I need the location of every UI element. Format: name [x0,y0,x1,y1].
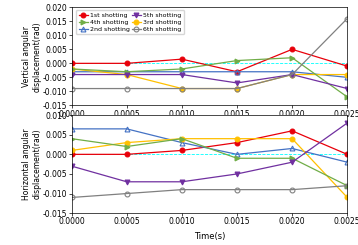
Legend: 1st shotting, 4th shotting, 2nd shotting, 5th shotting, 3rd shotting, 6th shotti: 1st shotting, 4th shotting, 2nd shotting… [76,10,184,35]
Y-axis label: Vertical angular
displacement(rad): Vertical angular displacement(rad) [22,21,42,92]
Y-axis label: Horizontal angular
displacement(rad): Horizontal angular displacement(rad) [22,128,42,200]
X-axis label: Time(s): Time(s) [194,232,225,241]
